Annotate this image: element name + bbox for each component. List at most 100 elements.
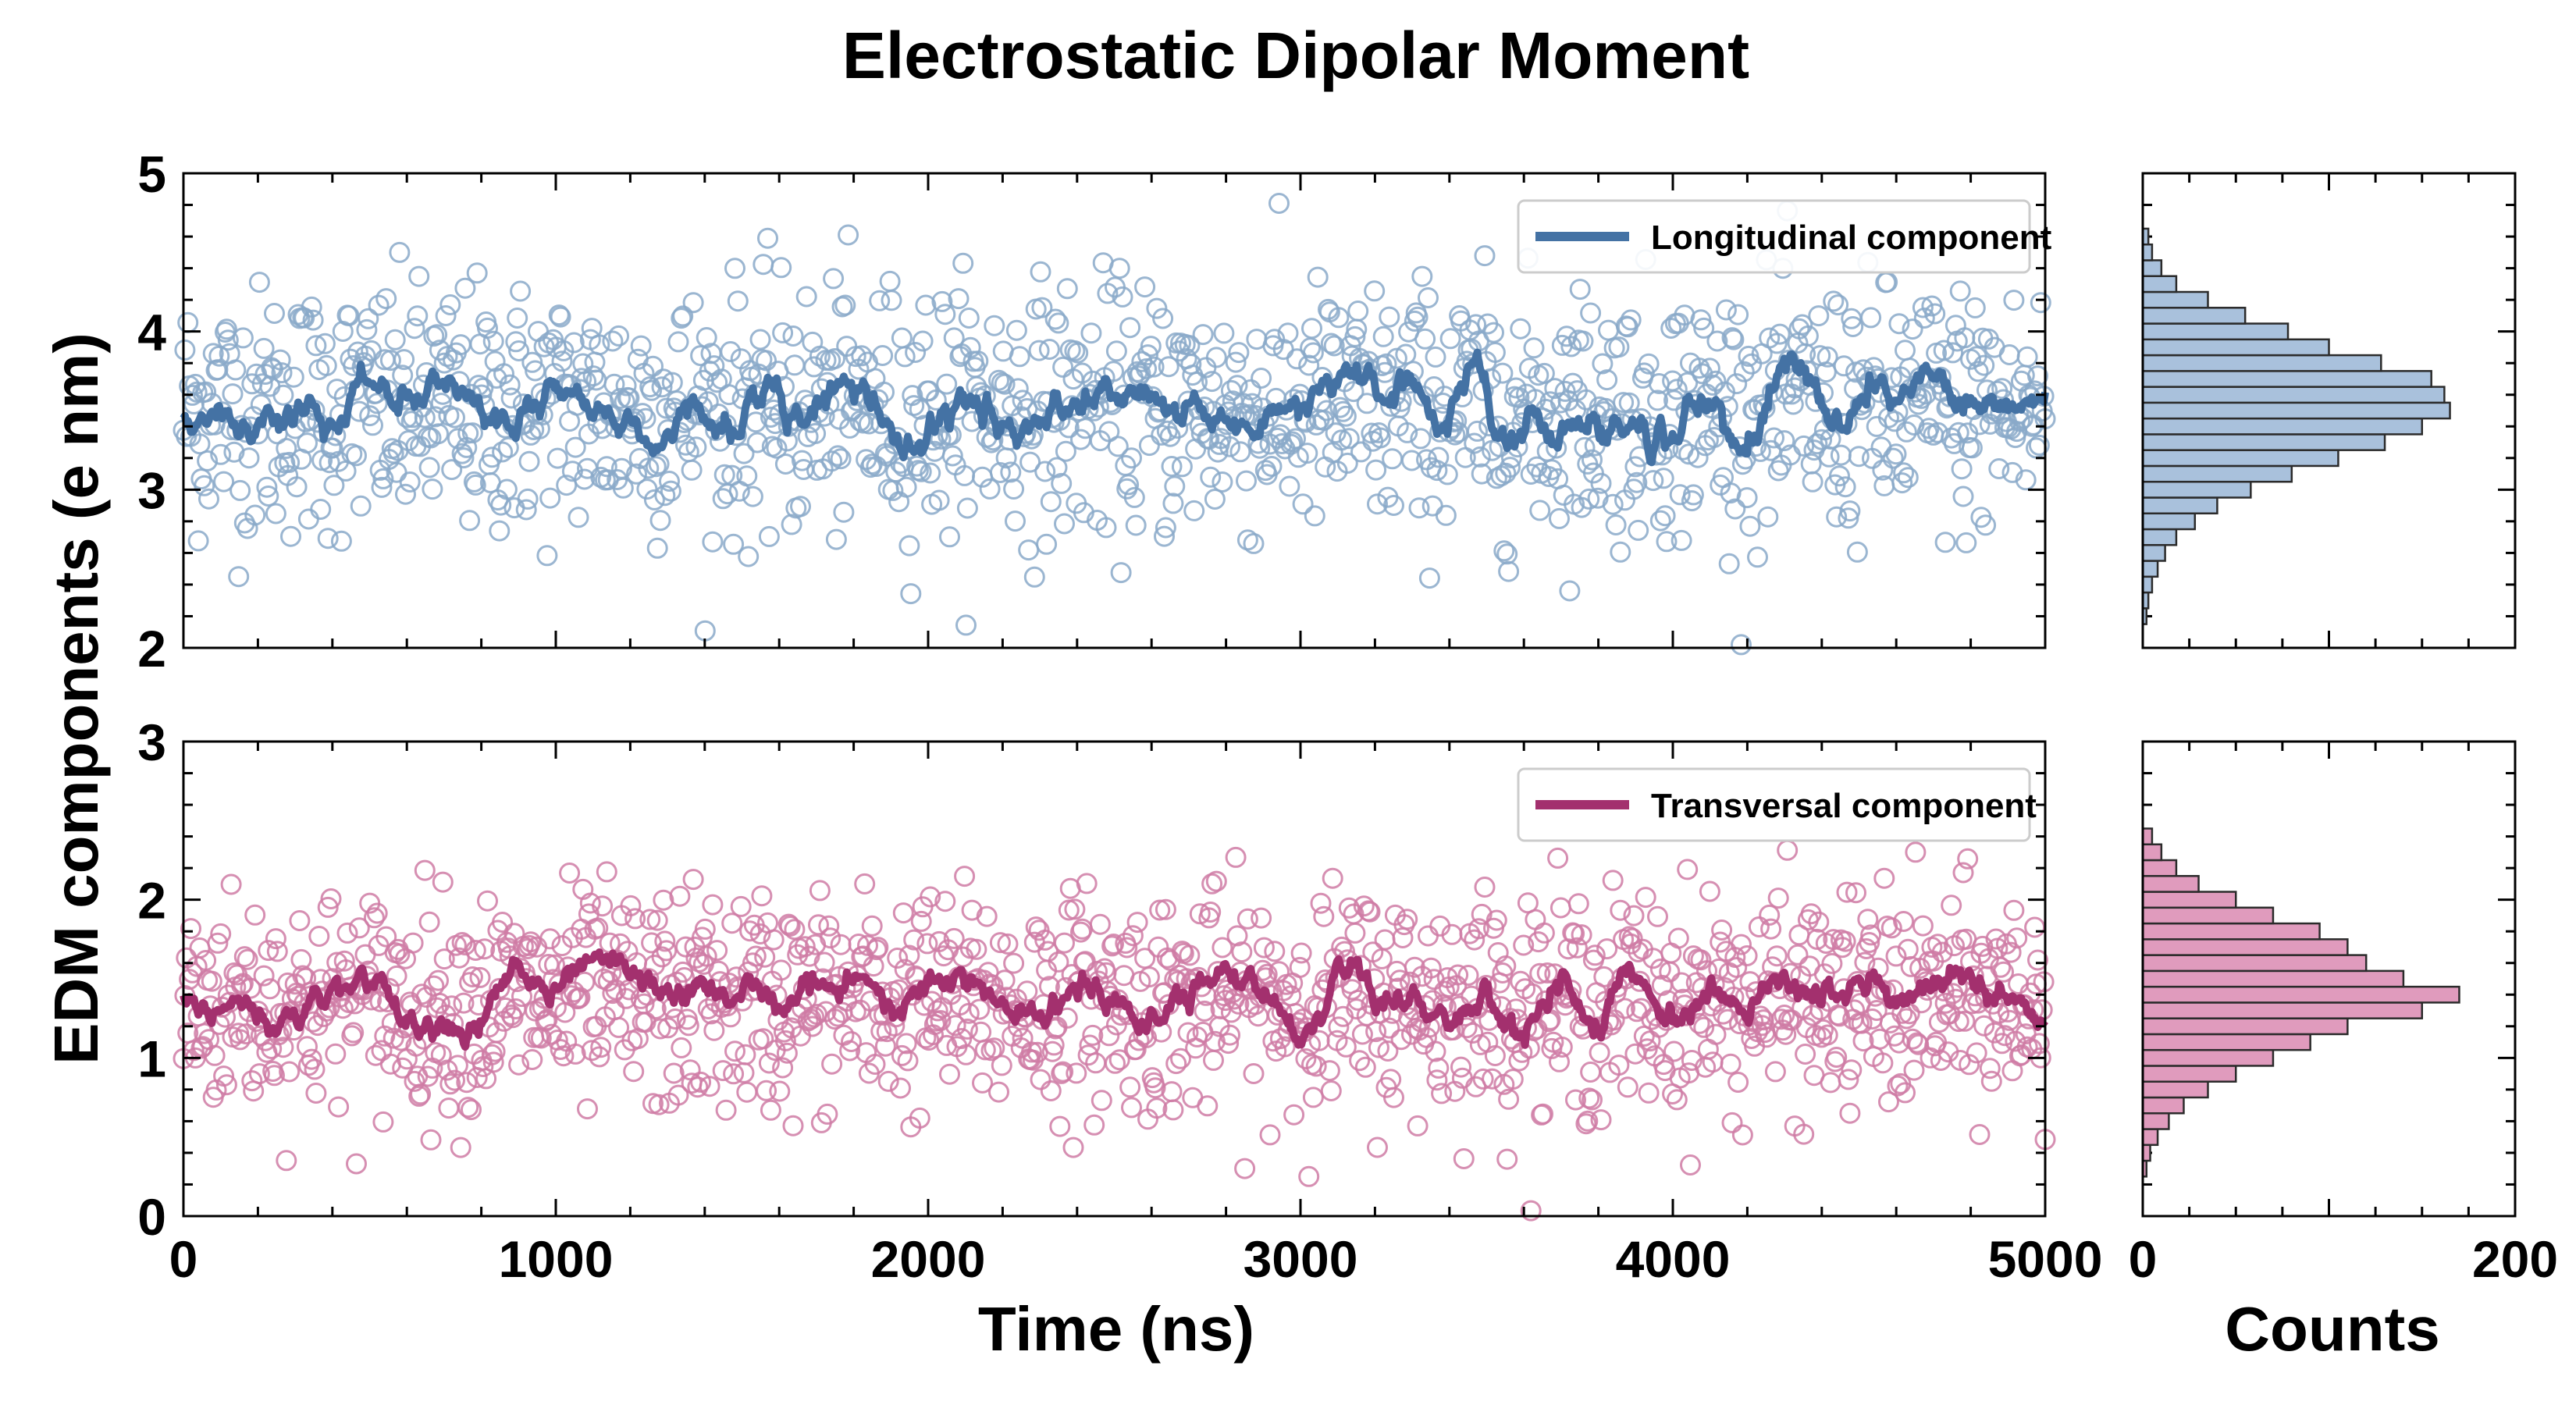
scatter-point [346, 445, 367, 467]
scatter-point [1382, 448, 1404, 470]
scatter-point [1826, 1047, 1848, 1068]
scatter-point [1895, 1008, 1917, 1030]
scatter-point [1347, 301, 1369, 322]
scatter-point [1105, 1052, 1126, 1074]
scatter-point [518, 450, 540, 472]
scatter-point [244, 904, 266, 926]
scatter-point [433, 948, 455, 970]
scatter-point [1777, 839, 1799, 861]
scatter-point [1264, 941, 1286, 962]
scatter-point [414, 859, 436, 881]
scatter-point [784, 354, 806, 376]
scatter-point [1051, 472, 1073, 494]
scatter-point [1108, 258, 1130, 279]
scatter-point [1834, 930, 1856, 952]
scatter-point [1663, 1040, 1685, 1062]
scatter-point [1816, 346, 1838, 368]
scatter-point [469, 966, 491, 988]
hist-bar [2141, 449, 2339, 468]
scatter-point [429, 340, 450, 361]
scatter-point [1869, 1028, 1891, 1050]
scatter-point [897, 1050, 919, 1072]
scatter-point [1482, 1068, 1503, 1090]
scatter-point [1374, 929, 1396, 951]
scatter-point [1383, 1087, 1404, 1108]
scatter-point [805, 422, 827, 444]
scatter-point [1525, 909, 1546, 930]
scatter-point [905, 342, 927, 363]
scatter-point [279, 451, 301, 473]
scatter-point [1335, 1036, 1357, 1058]
scatter-point [1975, 514, 1997, 536]
scatter-point [1564, 923, 1585, 944]
scatter-point [1292, 493, 1314, 515]
scatter-point [304, 1058, 326, 1080]
scatter-point [1760, 439, 1782, 461]
scatter-point [1049, 1115, 1071, 1137]
scatter-point [515, 499, 537, 521]
scatter-point [874, 1035, 896, 1057]
scatter-point [1064, 898, 1086, 920]
scatter-point [834, 294, 856, 316]
scatter-point [1271, 433, 1293, 454]
scatter-point [754, 946, 776, 968]
hist-bar [2141, 875, 2200, 893]
scatter-point [643, 489, 665, 510]
scatter-point [1353, 895, 1375, 917]
scatter-point [1149, 899, 1171, 921]
scatter-point [559, 863, 581, 884]
scatter-point [481, 446, 503, 468]
scatter-point [1023, 566, 1045, 588]
scatter-point [237, 948, 258, 970]
scatter-point [372, 1111, 394, 1133]
scatter-point [286, 476, 308, 498]
scatter-point [749, 923, 771, 944]
scatter-point [215, 318, 237, 340]
scatter-point [1934, 532, 1956, 553]
scatter-point [1718, 553, 1740, 574]
scatter-point [603, 373, 625, 395]
scatter-point [368, 294, 390, 316]
scatter-point [1485, 909, 1507, 931]
scatter-point [984, 1037, 1005, 1059]
scatter-point [618, 387, 640, 409]
scatter-point [1533, 362, 1555, 384]
hist-bar [2141, 401, 2451, 420]
scatter-point [1924, 303, 1946, 325]
scatter-point [1465, 314, 1487, 336]
scatter-point [608, 1016, 630, 1038]
scatter-point [1003, 952, 1025, 974]
scatter-point [720, 341, 742, 362]
scatter-point [694, 918, 716, 940]
hist-bar [2141, 243, 2154, 261]
scatter-point [892, 902, 914, 924]
scatter-point [326, 379, 348, 400]
scatter-point [1064, 340, 1086, 361]
scatter-point [1302, 1087, 1324, 1108]
scatter-point [1536, 962, 1558, 984]
scatter-point [1669, 484, 1691, 506]
scatter-point [1857, 909, 1879, 930]
scatter-point [1713, 1003, 1734, 1025]
scatter-point [945, 1015, 966, 1037]
scatter-point [314, 333, 336, 354]
scatter-point [1044, 308, 1066, 330]
scatter-point [638, 457, 660, 479]
hist-bar [2141, 433, 2386, 451]
scatter-point [682, 292, 704, 314]
scatter-point [1331, 429, 1353, 451]
scatter-point [497, 436, 519, 458]
scatter-point [667, 331, 689, 353]
scatter-point [1566, 937, 1588, 959]
scatter-point [894, 346, 916, 368]
scatter-point [1721, 1112, 1743, 1133]
scatter-point [1234, 1158, 1256, 1179]
hist-bar [2141, 575, 2154, 594]
scatter-point [253, 965, 275, 987]
scatter-point [248, 1063, 270, 1085]
scatter-point [649, 1018, 671, 1040]
scatter-point [756, 350, 777, 372]
scatter-point [1500, 457, 1521, 478]
scatter-point [753, 1028, 774, 1050]
scatter-point [1529, 962, 1551, 984]
